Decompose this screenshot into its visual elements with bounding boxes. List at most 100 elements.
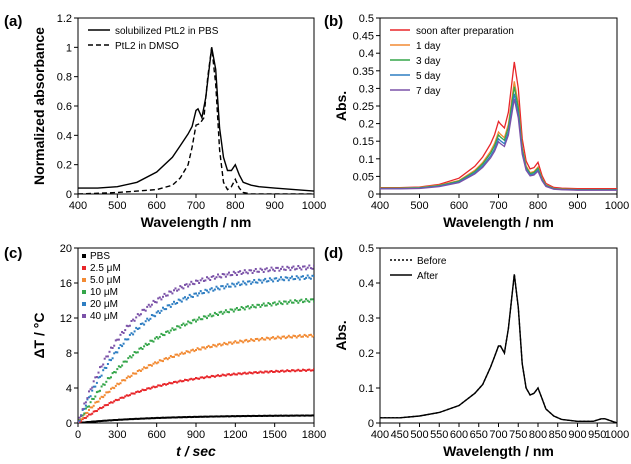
data-point [136, 328, 139, 330]
data-point [272, 280, 275, 283]
data-point [125, 360, 128, 363]
data-point [220, 285, 223, 288]
x-tick-label: 650 [470, 429, 488, 441]
data-point [217, 374, 219, 377]
data-point [185, 323, 188, 326]
data-point [113, 371, 116, 373]
data-point [155, 311, 158, 314]
data-point [198, 292, 201, 295]
data-point [289, 370, 292, 373]
data-point [188, 351, 191, 354]
data-point [295, 275, 298, 278]
data-point [215, 276, 218, 279]
data-point [218, 375, 221, 378]
data-point [136, 313, 139, 316]
data-point [180, 324, 183, 326]
data-point [303, 265, 306, 268]
data-point [122, 379, 125, 382]
data-point [147, 364, 150, 367]
data-point [190, 280, 193, 283]
data-point [121, 418, 124, 421]
data-point [127, 357, 130, 360]
data-point [190, 377, 193, 380]
data-point [127, 325, 130, 328]
data-point [193, 283, 196, 286]
data-point [212, 314, 215, 317]
x-tick-label: 500 [410, 429, 428, 441]
data-point [217, 343, 219, 346]
data-point [125, 376, 128, 379]
data-point [81, 414, 84, 417]
data-point [152, 314, 155, 317]
x-tick-label: 500 [410, 200, 428, 212]
data-point [303, 300, 306, 303]
data-point [218, 311, 221, 314]
data-point [155, 416, 158, 419]
x-tick-label: 500 [108, 200, 126, 212]
data-point [166, 294, 169, 297]
data-point [130, 418, 133, 421]
data-point [201, 318, 204, 321]
data-point [184, 416, 186, 419]
data-point [283, 268, 286, 271]
data-point [286, 302, 289, 305]
data-point [102, 363, 105, 366]
data-point [89, 388, 92, 391]
data-point [83, 402, 86, 405]
data-point [283, 370, 286, 373]
data-point [171, 356, 174, 358]
data-point [268, 277, 271, 280]
data-point [198, 415, 201, 418]
data-point [174, 380, 177, 383]
data-point [180, 380, 183, 383]
data-point [257, 303, 260, 306]
data-point [169, 416, 172, 419]
x-tick-label: 900 [568, 429, 586, 441]
data-point [125, 394, 128, 397]
x-axis-label: Wavelength / nm [141, 214, 252, 230]
data-point [97, 408, 100, 411]
data-point [84, 401, 87, 404]
x-tick-label: 1500 [262, 429, 286, 441]
data-point [173, 328, 175, 331]
data-point [147, 319, 150, 322]
data-point [248, 280, 251, 283]
x-tick-label: 300 [108, 429, 126, 441]
data-point [86, 405, 89, 408]
legend-label: 3 day [416, 56, 440, 67]
data-point [100, 365, 103, 368]
data-point [121, 331, 124, 333]
data-point [217, 314, 219, 316]
data-point [254, 371, 257, 374]
y-tick-label: 0.4 [359, 48, 374, 60]
data-point [155, 301, 158, 304]
data-point [196, 415, 199, 418]
data-point [311, 369, 314, 372]
data-point [84, 412, 87, 415]
y-tick-label: 0.4 [57, 130, 72, 142]
x-tick-label: 600 [147, 429, 165, 441]
data-point [174, 328, 177, 331]
data-point [254, 281, 257, 284]
y-tick-label: 0 [368, 418, 374, 430]
data-point [235, 341, 238, 344]
data-point [157, 310, 160, 313]
data-point [309, 414, 312, 417]
data-point [117, 338, 120, 341]
data-point [91, 386, 94, 389]
data-point [289, 414, 292, 417]
y-tick-label: 8 [66, 348, 72, 360]
data-point [136, 417, 139, 420]
data-point [270, 336, 273, 339]
data-point [84, 407, 87, 410]
data-point [154, 417, 157, 420]
data-point [298, 299, 301, 302]
data-point [176, 302, 179, 304]
data-point [237, 415, 240, 418]
data-point [99, 420, 101, 423]
data-point [95, 400, 98, 403]
data-point [273, 301, 276, 304]
data-point [262, 414, 265, 417]
data-point [171, 416, 174, 419]
data-point [242, 307, 245, 310]
